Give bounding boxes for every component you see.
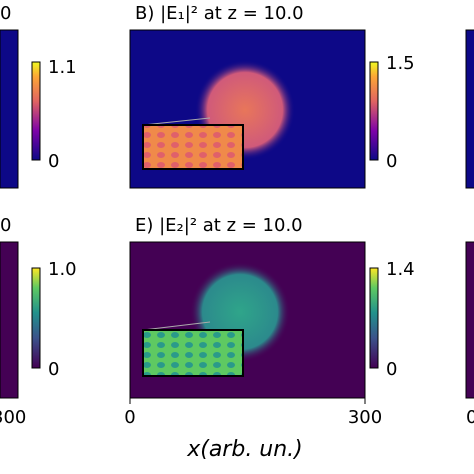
colorbar [31,267,41,369]
colorbar-tick: 0 [48,359,59,380]
inset-connector [142,321,211,331]
x-tick-label: 300 [0,407,26,428]
heatmap-partial [465,241,474,399]
colorbar-tick: 0 [386,359,397,380]
heatmap-partial [0,241,19,399]
x-tick-label: 0 [124,407,135,428]
panel-title: B) |E₁|² at z = 10.0 [135,3,304,24]
heatmap-partial [0,29,19,189]
colorbar-tick: 1.0 [48,259,77,280]
x-axis-label: x(arb. un.) [186,437,303,462]
colorbar-tick: 1.1 [48,57,77,78]
x-tick-label: 300 [348,407,382,428]
colorbar-tick: 1.4 [386,259,415,280]
heatmap-partial [465,29,474,189]
colorbar-tick: 1.5 [386,53,415,74]
title-fragment: 0 [0,215,11,236]
colorbar-tick: 0 [386,151,397,172]
colorbar [31,61,41,161]
inset [142,329,244,377]
inset [142,124,244,170]
colorbar-tick: 0 [48,151,59,172]
panel-title: E) |E₂|² at z = 10.0 [135,215,303,236]
title-fragment: 0 [0,3,11,24]
x-tick-label: 0 [466,407,474,428]
colorbar [369,61,379,161]
inset-connector [142,117,211,126]
colorbar [369,267,379,369]
